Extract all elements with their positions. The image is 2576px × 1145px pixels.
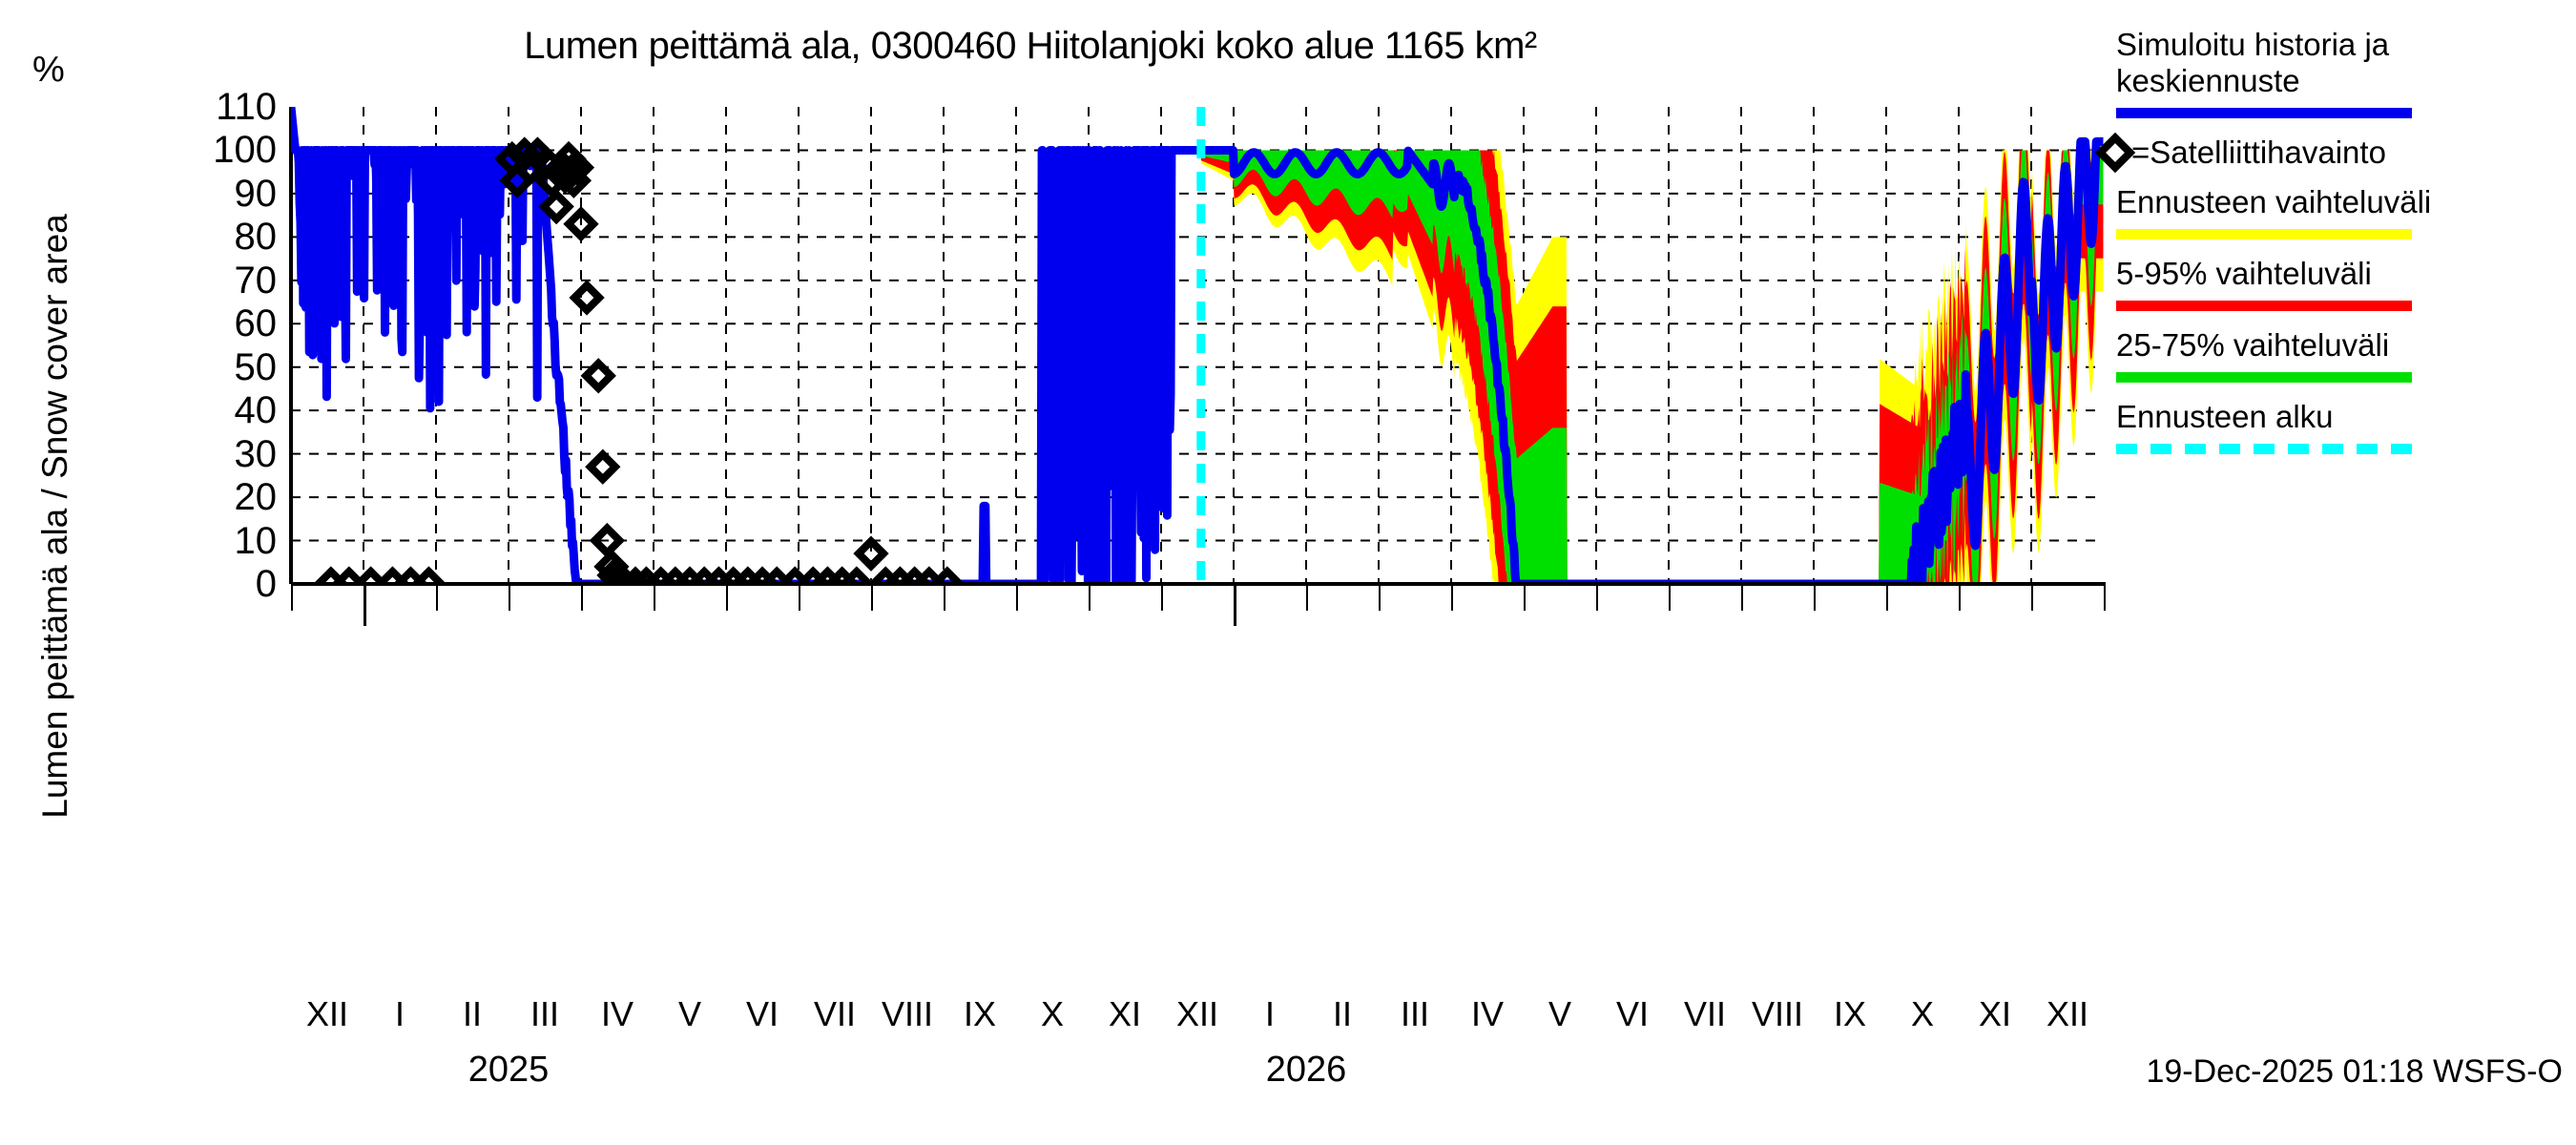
y-axis-tick-label: 20 (234, 476, 278, 519)
x-axis-tick (581, 586, 583, 611)
legend-swatch-mean (2116, 108, 2412, 118)
x-axis-tick-label: X (1910, 994, 1935, 1033)
legend-swatch-forecast-start (2116, 444, 2412, 454)
x-axis-tick (1959, 586, 1961, 611)
x-axis-tick-label: III (1400, 994, 1430, 1033)
x-axis-year-label: 2025 (467, 1050, 550, 1090)
x-axis-tick (1524, 586, 1526, 611)
y-axis-tick-label: 80 (234, 216, 278, 259)
y-axis-tick-labels: 0 10 20 30 40 50 60 70 80 90 100 110 (0, 0, 277, 1145)
y-axis-tick-label: 30 (234, 432, 278, 475)
x-axis-tick (1234, 586, 1236, 626)
x-axis-tick-label: XII (1175, 994, 1219, 1033)
x-axis-tick (364, 586, 366, 626)
x-axis-tick (654, 586, 655, 611)
legend-forecast-start-label: Ennusteen alku (2116, 399, 2334, 434)
x-axis-tick (1741, 586, 1743, 611)
x-axis-tick (1596, 586, 1598, 611)
x-axis-tick-label: VI (1615, 994, 1650, 1033)
x-axis-tick-label: II (1332, 994, 1353, 1033)
y-axis-tick-label: 10 (234, 519, 278, 562)
x-axis-tick (291, 586, 293, 611)
x-axis-tick (436, 586, 438, 611)
y-axis-unit: % (32, 50, 65, 90)
y-axis-tick-label: 100 (213, 129, 277, 172)
x-axis-tick (1814, 586, 1816, 611)
x-axis-tick-label: VIII (1751, 994, 1804, 1033)
x-axis-tick-label: XII (2046, 994, 2089, 1033)
y-axis-tick-label: 50 (234, 345, 278, 388)
chart-canvas (291, 107, 2104, 584)
page-title: Lumen peittämä ala, 0300460 Hiitolanjoki… (524, 25, 1537, 67)
plot-area (291, 107, 2104, 584)
satellite-diamond-icon (2094, 132, 2136, 174)
x-axis-tick-label: VII (1683, 994, 1727, 1033)
x-axis-tick-label: XII (305, 994, 349, 1033)
legend-p595-label: 5-95% vaihteluväli (2116, 256, 2372, 291)
x-axis-tick (871, 586, 873, 611)
legend-mean-label: Simuloitu historia ja keskiennuste (2116, 27, 2390, 98)
x-axis-tick (1016, 586, 1018, 611)
y-axis-tick-label: 60 (234, 302, 278, 345)
x-axis-tick (2031, 586, 2033, 611)
x-axis-tick-label: I (1264, 994, 1276, 1033)
x-axis-tick-label: VIII (881, 994, 934, 1033)
x-axis-tick (799, 586, 800, 611)
y-axis-tick-label: 110 (216, 86, 277, 128)
y-axis-line (289, 107, 293, 584)
legend-satellite-row: =Satelliittihavainto (2094, 132, 2565, 174)
x-axis-tick (509, 586, 510, 611)
y-axis-tick-label: 70 (234, 259, 278, 302)
x-axis-tick (944, 586, 945, 611)
y-axis-tick-label: 0 (255, 563, 277, 605)
legend-range-label: Ennusteen vaihteluväli (2116, 184, 2432, 219)
x-axis-tick (1451, 586, 1453, 611)
legend-swatch-p2575 (2116, 372, 2412, 383)
x-axis-tick-label: IX (1833, 994, 1867, 1033)
x-axis-line (291, 582, 2106, 586)
x-axis-tick-label: X (1040, 994, 1065, 1033)
x-axis-tick-label: V (1548, 994, 1572, 1033)
timestamp: 19-Dec-2025 01:18 WSFS-O (2146, 1053, 2563, 1090)
x-axis-tick-label: VII (813, 994, 857, 1033)
legend-satellite-label: =Satelliittihavainto (2131, 135, 2386, 170)
x-axis-tick-label: IV (600, 994, 634, 1033)
x-axis-tick (1669, 586, 1671, 611)
x-axis-tick-label: IX (963, 994, 997, 1033)
y-axis-tick-label: 40 (234, 389, 278, 432)
x-axis-tick (726, 586, 728, 611)
x-axis-tick-label: IV (1470, 994, 1505, 1033)
legend-p2575-label: 25-75% vaihteluväli (2116, 327, 2390, 363)
x-axis-tick-label: II (462, 994, 483, 1033)
x-axis-year-label: 2026 (1265, 1050, 1347, 1090)
x-axis-tick-label: XI (1978, 994, 2012, 1033)
x-axis-tick (1089, 586, 1091, 611)
x-axis-tick (1306, 586, 1308, 611)
x-axis-tick-label: V (677, 994, 702, 1033)
x-axis-tick-label: I (394, 994, 405, 1033)
x-axis-tick (2104, 586, 2106, 611)
x-axis-tick (1886, 586, 1888, 611)
x-axis-tick (1161, 586, 1163, 611)
y-axis-tick-label: 90 (234, 172, 278, 215)
x-axis-tick (1379, 586, 1381, 611)
x-axis-tick-label: XI (1108, 994, 1142, 1033)
x-axis-tick-label: III (530, 994, 560, 1033)
legend-swatch-range (2116, 229, 2412, 239)
x-axis-tick-label: VI (745, 994, 779, 1033)
legend-swatch-p595 (2116, 301, 2412, 311)
legend: Simuloitu historia ja keskiennuste =Sate… (2094, 27, 2565, 475)
